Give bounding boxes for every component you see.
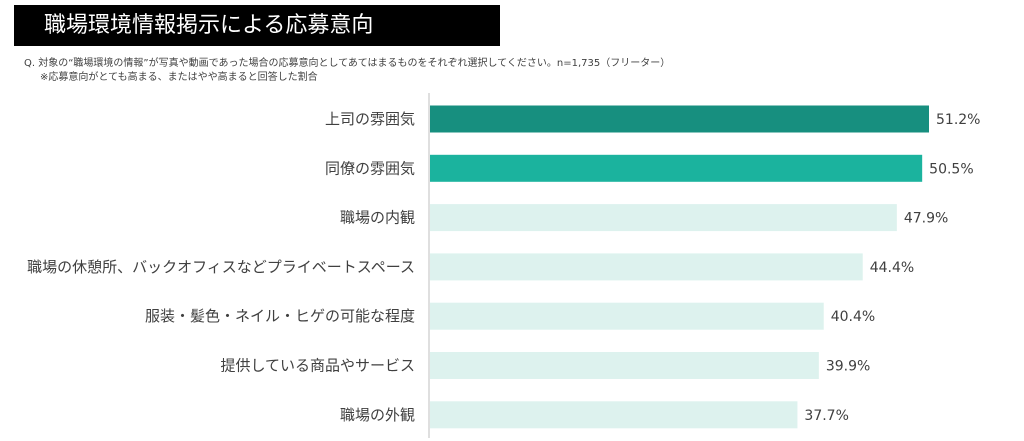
bar [430,401,798,429]
bar [430,352,819,379]
category-label: 服装・髪色・ネイル・ヒゲの可能な程度 [145,307,415,325]
bar [430,154,923,182]
value-label: 44.4% [870,260,914,276]
value-label: 47.9% [904,211,948,227]
value-label: 51.2% [936,112,980,128]
category-label: 職場の内観 [340,209,415,227]
chart-title: 職場環境情報掲示による応募意向 [44,13,374,38]
bar [430,105,929,133]
bar [430,204,897,232]
survey-question: Q. 対象の“職場環境の情報”が写真や動画であった場合の応募意向としてあてはまる… [24,58,671,69]
category-label: 上司の雰囲気 [325,110,415,128]
value-label: 50.5% [929,161,973,177]
category-label: 職場の休憩所、バックオフィスなどプライベートスペース [27,258,415,276]
bar [430,302,824,330]
bar [430,253,863,281]
category-label: 提供している商品やサービス [220,357,415,375]
value-label: 37.7% [804,408,848,424]
title-bar: 職場環境情報掲示による応募意向 [14,5,500,46]
category-label: 同僚の雰囲気 [325,159,415,177]
category-label: 職場の外観 [340,406,415,424]
value-label: 39.9% [826,359,870,375]
value-label: 40.4% [831,309,875,325]
survey-note: ※応募意向がとても高まる、またはやや高まると回答した割合 [40,72,318,83]
